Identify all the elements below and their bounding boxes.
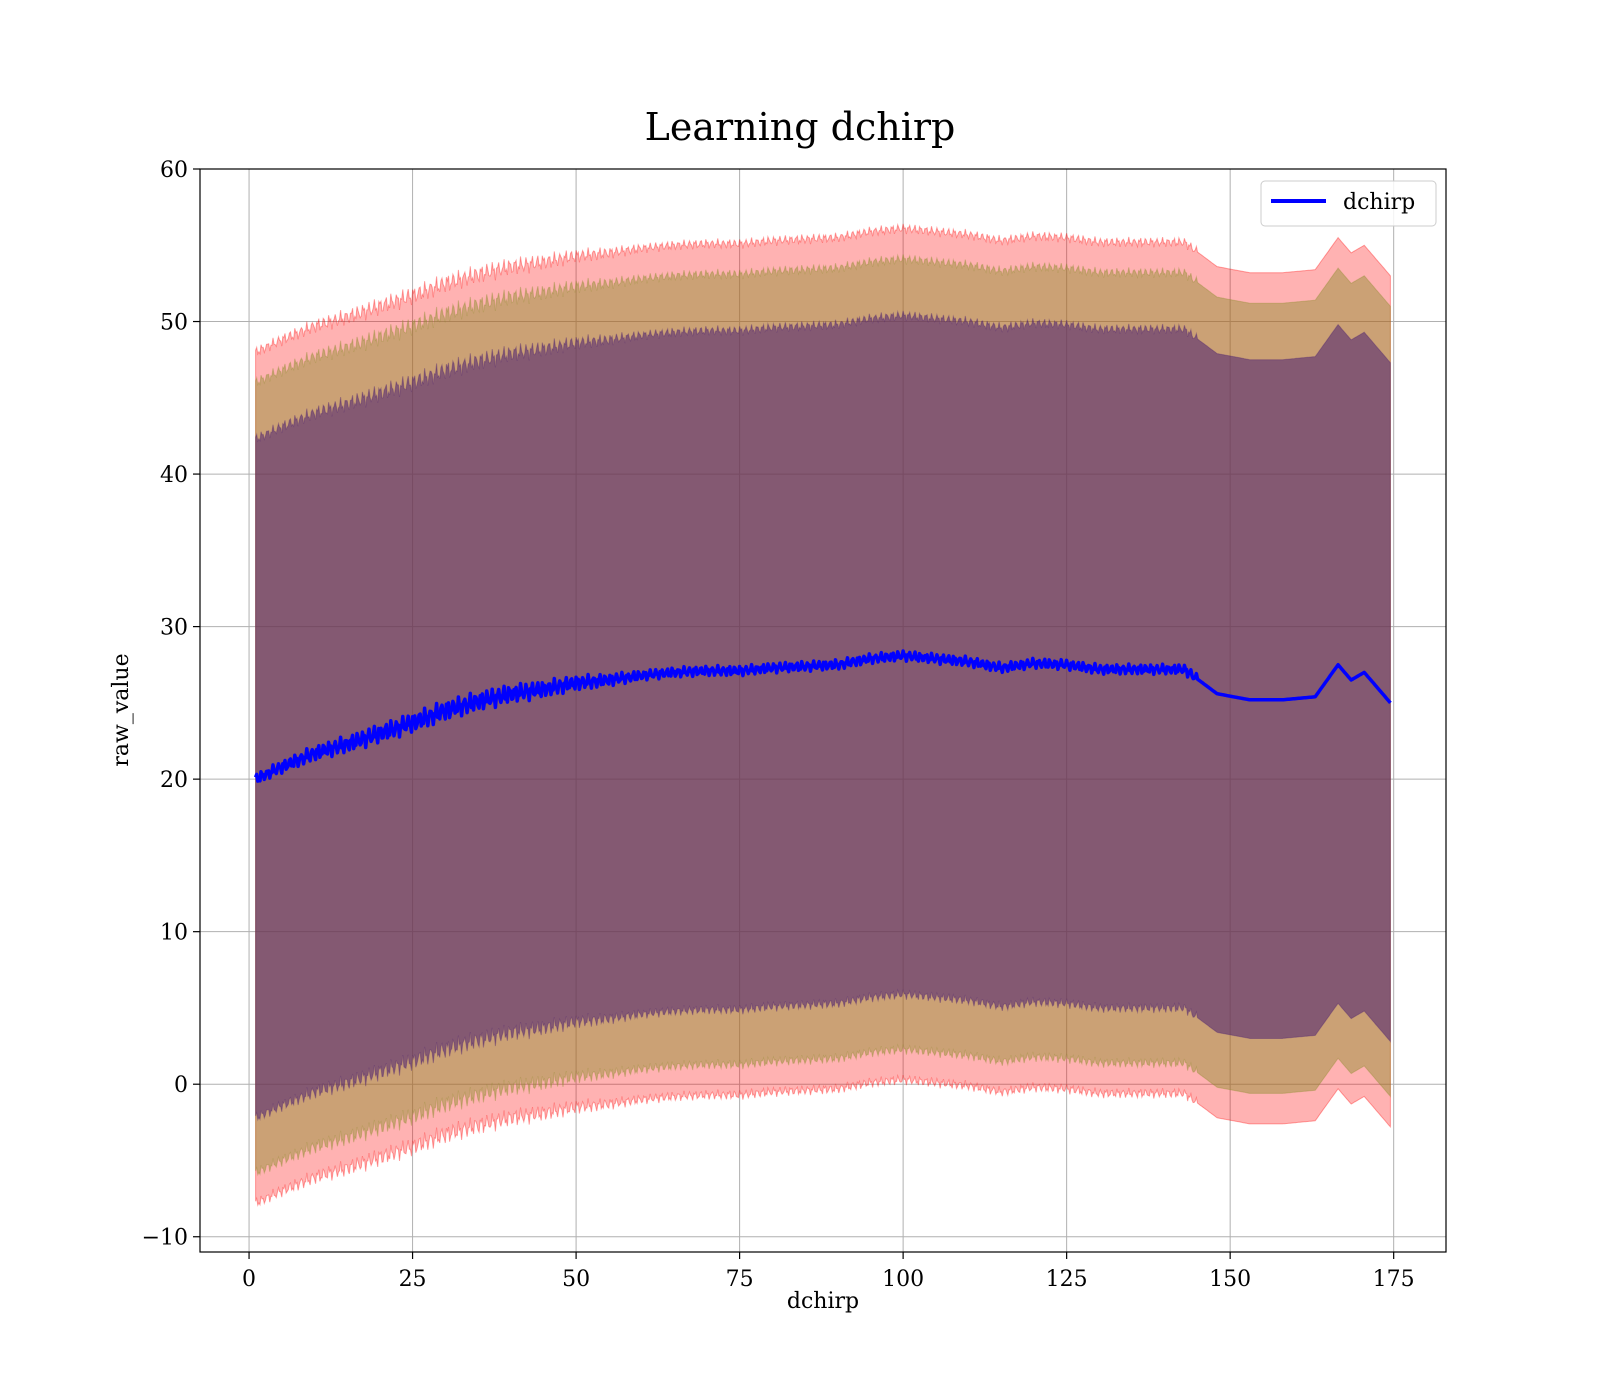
series-line-dchirp <box>253 649 1392 783</box>
x-tick-label: 175 <box>1373 1267 1415 1292</box>
legend: dchirp <box>1260 180 1437 227</box>
y-tick-label: 10 <box>160 921 188 946</box>
legend-label-dchirp: dchirp <box>1343 190 1415 215</box>
x-tick-label: 50 <box>562 1267 590 1292</box>
y-tick-label: 60 <box>160 158 188 183</box>
x-axis-label: dchirp <box>787 1289 859 1314</box>
y-axis-label: raw_value <box>109 653 134 766</box>
y-tick-label: 40 <box>160 463 188 488</box>
x-tick-label: 100 <box>882 1267 924 1292</box>
x-tick-label: 150 <box>1209 1267 1251 1292</box>
x-axis-ticks: 0 25 50 75 100 125 150 175 <box>242 1252 1415 1292</box>
x-tick-label: 25 <box>399 1267 427 1292</box>
band-inner <box>255 309 1391 1122</box>
x-tick-label: 125 <box>1046 1267 1088 1292</box>
y-axis-ticks: −10 0 10 20 30 40 50 60 <box>142 158 200 1251</box>
confidence-bands <box>255 222 1391 1207</box>
series-lines <box>253 649 1392 783</box>
x-tick-label: 0 <box>242 1267 256 1292</box>
x-tick-label: 75 <box>726 1267 754 1292</box>
y-tick-label: 50 <box>160 311 188 336</box>
legend-box <box>1260 180 1437 227</box>
plot-frame <box>199 168 1447 1253</box>
y-tick-label: 0 <box>174 1073 188 1098</box>
y-tick-label: 20 <box>160 768 188 793</box>
y-tick-label: −10 <box>142 1226 188 1251</box>
chart-title: Learning dchirp <box>645 105 956 149</box>
y-tick-label: 30 <box>160 616 188 641</box>
